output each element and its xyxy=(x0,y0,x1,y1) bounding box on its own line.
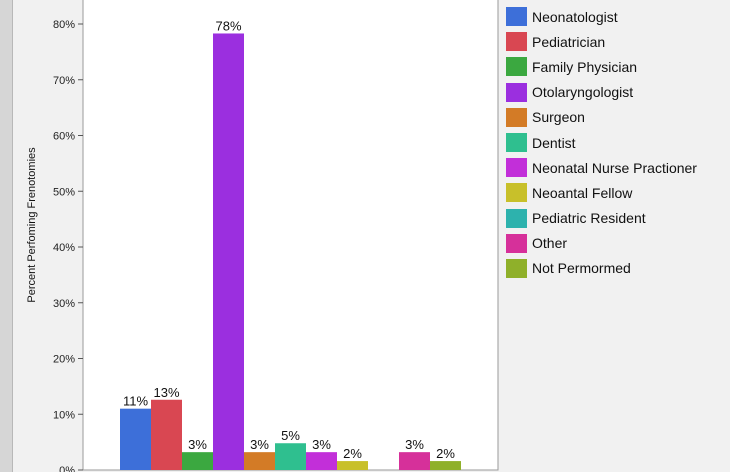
y-axis: 0% 10% 20% 30% 40% 50% 60% 70% 80% xyxy=(53,19,83,472)
value-label: 13% xyxy=(153,385,179,400)
legend-swatch xyxy=(506,258,527,278)
legend-swatch xyxy=(506,57,527,77)
legend-label: Pediatrician xyxy=(532,33,606,50)
bar-dentist xyxy=(275,443,306,470)
legend-swatch xyxy=(506,158,527,178)
bar-neonatologist xyxy=(120,408,151,470)
legend-item: Surgeon xyxy=(506,105,697,130)
legend-item: Pediatric Resident xyxy=(506,206,697,231)
legend-label: Other xyxy=(532,235,568,252)
legend-label: Surgeon xyxy=(532,109,585,126)
left-panel-edge xyxy=(0,0,13,472)
legend-item: Otolaryngologist xyxy=(506,80,697,105)
bar-neoantal-fellow xyxy=(337,461,368,470)
y-tick-label: 10% xyxy=(53,409,75,421)
value-label: 2% xyxy=(343,446,362,461)
value-label: 11% xyxy=(123,394,148,409)
legend-item: Not Permormed xyxy=(506,256,697,281)
value-label: 3% xyxy=(405,437,424,452)
legend-label: Pediatric Resident xyxy=(532,210,646,227)
legend-label: Neoantal Fellow xyxy=(532,184,633,201)
value-label: 3% xyxy=(250,437,269,452)
legend-swatch xyxy=(506,208,527,228)
legend-swatch xyxy=(506,7,527,27)
value-label: 3% xyxy=(188,437,207,452)
y-tick-label: 60% xyxy=(53,131,75,143)
y-tick-label: 40% xyxy=(53,242,75,254)
bar-neonatal-nurse-practioner xyxy=(306,452,337,470)
bar-family-physician xyxy=(182,452,213,470)
value-label: 78% xyxy=(215,18,241,33)
legend-swatch xyxy=(506,82,527,102)
legend-swatch xyxy=(506,233,527,253)
bar-otolaryngologist xyxy=(213,33,244,470)
legend-swatch xyxy=(506,133,527,153)
bar-other xyxy=(399,452,430,470)
legend-item: Neonatologist xyxy=(506,4,697,29)
value-label: 3% xyxy=(312,437,331,452)
legend-label: Neonatal Nurse Practioner xyxy=(532,159,697,176)
value-labels: 11% 13% 3% 78% 3% 5% 3% 2% 3% 2% xyxy=(123,18,455,461)
y-tick-label: 30% xyxy=(53,298,75,310)
bar-pediatrician xyxy=(151,399,182,470)
legend-label: Not Permormed xyxy=(532,260,631,277)
value-label: 2% xyxy=(436,446,455,461)
bar-series xyxy=(120,33,461,470)
y-tick-label: 50% xyxy=(53,186,75,198)
value-label: 5% xyxy=(281,428,300,443)
y-tick-label: 70% xyxy=(53,75,75,87)
legend-item: Family Physician xyxy=(506,54,697,79)
y-axis-label: Percent Perfoming Frenotomies xyxy=(26,147,38,303)
legend-swatch xyxy=(506,32,527,52)
plot-area xyxy=(82,0,499,471)
legend: Neonatologist Pediatrician Family Physicia… xyxy=(506,4,697,281)
legend-label: Family Physician xyxy=(532,58,638,75)
legend-item: Dentist xyxy=(506,130,697,155)
legend-item: Neonatal Nurse Practioner xyxy=(506,155,697,180)
legend-label: Dentist xyxy=(532,134,576,151)
legend-label: Otolaryngologist xyxy=(532,84,634,101)
legend-item: Neoantal Fellow xyxy=(506,180,697,205)
y-tick-label: 80% xyxy=(53,19,75,31)
legend-label: Neonatologist xyxy=(532,8,618,25)
legend-item: Pediatrician xyxy=(506,29,697,54)
legend-item: Other xyxy=(506,231,697,256)
bar-surgeon xyxy=(244,452,275,470)
bar-not-permormed xyxy=(430,461,461,470)
y-tick-label: 20% xyxy=(53,354,75,366)
legend-swatch xyxy=(506,183,527,203)
legend-swatch xyxy=(506,107,527,127)
y-tick-label: 0% xyxy=(59,465,75,472)
